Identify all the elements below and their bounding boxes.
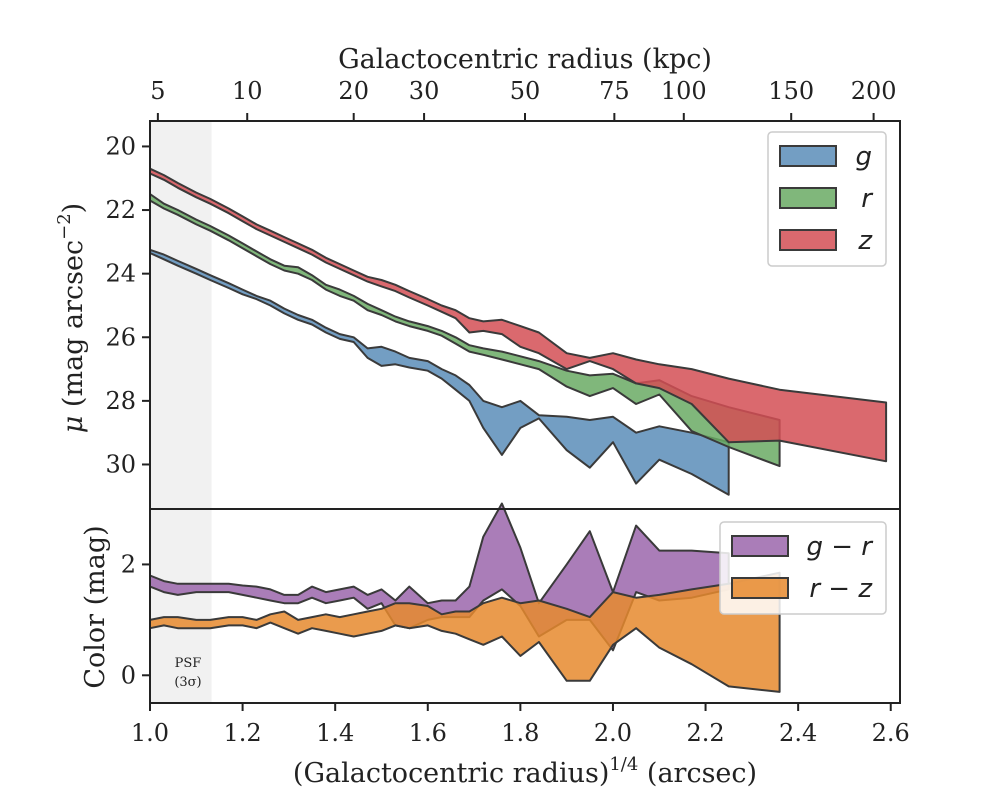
x-axis-label-exponent: 1/4 (609, 754, 638, 775)
x-tick-label: 2.2 (686, 719, 724, 747)
bottom-panel-frame (149, 508, 901, 704)
top-axis-label: Galactocentric radius (kpc) (338, 44, 712, 75)
legend-top: grz (767, 131, 887, 267)
y-tick-label: 26 (105, 323, 136, 351)
legend-swatch (779, 187, 837, 209)
x-tick-label: 1.6 (409, 719, 447, 747)
band-rz (149, 571, 781, 693)
color-y-tick-label: 0 (121, 661, 136, 689)
color-y-axis-label: Color (mag) (80, 525, 111, 688)
y-tick-label: 24 (105, 260, 136, 288)
x-tick-label: 2.0 (594, 719, 632, 747)
surface-brightness-bands (149, 167, 888, 496)
y-tick-label: 20 (105, 132, 136, 160)
psf-shaded-region-color (150, 509, 212, 703)
top-tick-label: 5 (150, 77, 165, 105)
psf-sigma-label: (3σ) (174, 675, 201, 690)
band-r (149, 193, 781, 468)
legend-label: z (857, 226, 873, 256)
legend-label: g (855, 142, 872, 172)
top-tick-label: 150 (768, 77, 814, 105)
legend-swatch (779, 229, 837, 251)
y-axis-label-main: (mag arcsec (58, 240, 89, 407)
legend-label: g − r (806, 532, 874, 562)
x-tick-label: 2.6 (872, 719, 910, 747)
surface-brightness-panel: 20 22 24 26 28 30 5 10 20 30 50 75 100 150 200 grz (105, 77, 901, 510)
x-axis-label: (Galactocentric radius)1/4 (arcsec) (293, 754, 757, 789)
legend-swatch (731, 535, 789, 557)
x-axis-label-suffix: (arcsec) (647, 758, 757, 789)
y-axis-label-symbol: μ (58, 416, 89, 434)
y-axis-label: μ (mag arcsec−2) (54, 203, 89, 433)
top-tick-label: 50 (510, 77, 541, 105)
top-tick-label: 10 (232, 77, 263, 105)
legend-swatch (779, 145, 837, 167)
top-axis-ticks: 5 10 20 30 50 75 100 150 200 (150, 77, 897, 121)
top-tick-label: 30 (409, 77, 440, 105)
x-tick-label: 1.8 (501, 719, 539, 747)
color-bands (149, 502, 781, 693)
psf-shaded-region (150, 121, 212, 509)
x-tick-label: 1.2 (224, 719, 262, 747)
legend-bottom: g − r r − z (719, 521, 887, 615)
top-tick-label: 75 (599, 77, 630, 105)
y-axis-label-space (58, 407, 89, 416)
x-axis-ticks: 1.0 1.2 1.4 1.6 1.8 2.0 2.2 2.4 2.6 (131, 703, 910, 747)
y-axis-ticks: 20 22 24 26 28 30 (105, 132, 150, 478)
x-tick-label: 2.4 (779, 719, 817, 747)
legend-label: r (861, 184, 874, 214)
x-tick-label: 1.0 (131, 719, 169, 747)
y-tick-label: 30 (105, 450, 136, 478)
top-tick-label: 100 (661, 77, 707, 105)
color-y-axis-ticks: 02 (121, 550, 150, 689)
color-panel: PSF (3σ) 02 1.0 1.2 1.4 1.6 1.8 2.0 2.2 2.4 2.6 … (121, 502, 910, 747)
y-axis-label-suffix: ) (58, 203, 89, 214)
top-tick-label: 200 (851, 77, 897, 105)
x-axis-label-space (638, 758, 647, 789)
x-tick-label: 1.4 (316, 719, 354, 747)
color-y-tick-label: 2 (121, 550, 136, 578)
y-tick-label: 22 (105, 196, 136, 224)
band-z (149, 167, 888, 463)
legend-label: r − z (809, 574, 873, 604)
band-g (149, 248, 730, 496)
legend-swatch (731, 577, 789, 599)
y-axis-label-exponent: −2 (54, 213, 75, 240)
y-tick-label: 28 (105, 387, 136, 415)
psf-label: PSF (175, 656, 202, 671)
x-axis-label-prefix: (Galactocentric radius) (293, 758, 609, 789)
top-tick-label: 20 (338, 77, 369, 105)
